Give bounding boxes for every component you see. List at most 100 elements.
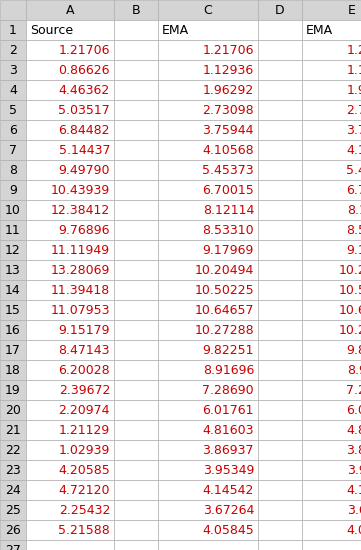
Text: 3.95349: 3.95349: [203, 464, 254, 476]
Bar: [114, 460, 158, 480]
Text: 22: 22: [5, 443, 21, 456]
Bar: [114, 100, 158, 120]
Bar: [302, 320, 361, 340]
Bar: [26, 120, 114, 140]
Bar: [114, 20, 158, 40]
Bar: [158, 120, 258, 140]
Bar: [158, 220, 258, 240]
Text: 8.53310: 8.53310: [203, 223, 254, 236]
Text: 10.50225: 10.50225: [338, 283, 361, 296]
Bar: [26, 240, 114, 260]
Bar: [302, 140, 361, 160]
Text: 9.15179: 9.15179: [58, 323, 110, 337]
Text: 10.50225: 10.50225: [194, 283, 254, 296]
Text: EMA: EMA: [306, 24, 333, 36]
Bar: [26, 20, 114, 40]
Bar: [158, 360, 258, 380]
Bar: [258, 60, 302, 80]
Bar: [114, 440, 158, 460]
Text: 5: 5: [9, 103, 17, 117]
Bar: [0, 40, 26, 60]
Text: 10.27288: 10.27288: [194, 323, 254, 337]
Text: 11: 11: [5, 223, 21, 236]
Text: 3.86937: 3.86937: [347, 443, 361, 456]
Bar: [258, 40, 302, 60]
Bar: [26, 40, 114, 60]
Text: 13.28069: 13.28069: [51, 263, 110, 277]
Bar: [258, 400, 302, 420]
Bar: [302, 120, 361, 140]
Text: 11.07953: 11.07953: [51, 304, 110, 316]
Text: 6.01761: 6.01761: [347, 404, 361, 416]
Bar: [0, 120, 26, 140]
Bar: [0, 80, 26, 100]
Bar: [114, 120, 158, 140]
Text: D: D: [275, 3, 285, 16]
Text: 8.47143: 8.47143: [58, 344, 110, 356]
Text: 5.14437: 5.14437: [58, 144, 110, 157]
Bar: [26, 160, 114, 180]
Text: 10.27288: 10.27288: [338, 323, 361, 337]
Text: 4.72120: 4.72120: [58, 483, 110, 497]
Text: 4.20585: 4.20585: [58, 464, 110, 476]
Bar: [158, 180, 258, 200]
Bar: [158, 520, 258, 540]
Bar: [158, 160, 258, 180]
Text: 9: 9: [9, 184, 17, 196]
Bar: [258, 540, 302, 550]
Text: 12.38412: 12.38412: [51, 204, 110, 217]
Text: 2: 2: [9, 43, 17, 57]
Bar: [26, 320, 114, 340]
Bar: [0, 460, 26, 480]
Bar: [0, 320, 26, 340]
Text: 6.20028: 6.20028: [58, 364, 110, 377]
Text: 9.76896: 9.76896: [58, 223, 110, 236]
Bar: [258, 260, 302, 280]
Text: 3: 3: [9, 63, 17, 76]
Text: 5.45373: 5.45373: [203, 163, 254, 177]
Bar: [258, 80, 302, 100]
Bar: [158, 460, 258, 480]
Text: 1.12936: 1.12936: [203, 63, 254, 76]
Text: 16: 16: [5, 323, 21, 337]
Bar: [114, 160, 158, 180]
Bar: [258, 20, 302, 40]
Bar: [302, 60, 361, 80]
Text: 2.25432: 2.25432: [58, 503, 110, 516]
Text: 21: 21: [5, 424, 21, 437]
Text: 8.53310: 8.53310: [346, 223, 361, 236]
Text: 0.86626: 0.86626: [58, 63, 110, 76]
Bar: [114, 60, 158, 80]
Bar: [258, 160, 302, 180]
Bar: [0, 500, 26, 520]
Bar: [114, 180, 158, 200]
Text: Source: Source: [30, 24, 73, 36]
Bar: [258, 320, 302, 340]
Bar: [158, 340, 258, 360]
Bar: [0, 520, 26, 540]
Text: 7.28690: 7.28690: [203, 383, 254, 397]
Bar: [114, 480, 158, 500]
Bar: [114, 300, 158, 320]
Text: 9.82251: 9.82251: [203, 344, 254, 356]
Text: 4: 4: [9, 84, 17, 96]
Text: 27: 27: [5, 543, 21, 550]
Bar: [0, 60, 26, 80]
Text: 10.20494: 10.20494: [195, 263, 254, 277]
Text: 5.21588: 5.21588: [58, 524, 110, 536]
Bar: [302, 100, 361, 120]
Text: 25: 25: [5, 503, 21, 516]
Bar: [26, 440, 114, 460]
Text: 3.75944: 3.75944: [203, 124, 254, 136]
Bar: [158, 480, 258, 500]
Bar: [302, 460, 361, 480]
Text: E: E: [348, 3, 356, 16]
Bar: [114, 200, 158, 220]
Bar: [258, 100, 302, 120]
Bar: [0, 480, 26, 500]
Bar: [158, 400, 258, 420]
Text: 4.81603: 4.81603: [347, 424, 361, 437]
Bar: [158, 140, 258, 160]
Bar: [26, 200, 114, 220]
Text: 10.64657: 10.64657: [195, 304, 254, 316]
